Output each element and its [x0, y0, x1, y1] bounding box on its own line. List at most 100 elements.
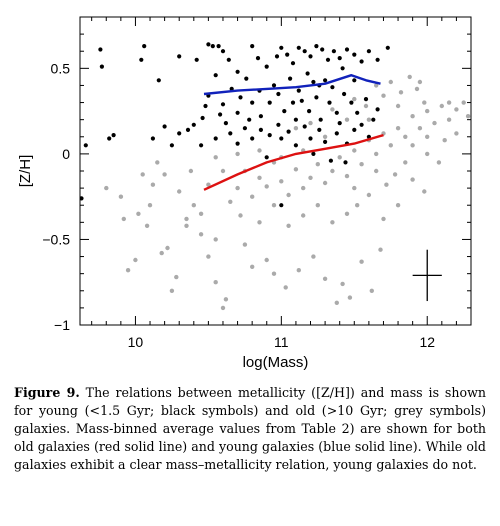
young-point: [238, 95, 243, 100]
young-point: [235, 110, 240, 115]
young-point: [296, 88, 301, 93]
old-point: [228, 199, 233, 204]
old-point: [238, 213, 243, 218]
old-point: [315, 162, 320, 167]
young-point: [296, 45, 301, 50]
young-point: [355, 110, 360, 115]
old-point: [162, 172, 167, 177]
young-point: [226, 57, 231, 62]
young-point: [271, 83, 277, 88]
y-tick-label: −1: [54, 317, 70, 333]
old-point: [198, 232, 204, 237]
young-point: [311, 79, 316, 85]
x-tick-label: 12: [419, 334, 435, 350]
young-point: [107, 136, 112, 141]
old-point: [264, 257, 269, 263]
old-point: [184, 223, 189, 228]
old-point: [118, 194, 124, 199]
old-point: [242, 242, 248, 247]
young-point: [235, 69, 240, 74]
old-point: [410, 114, 415, 119]
old-point: [344, 117, 350, 122]
old-point: [347, 295, 353, 300]
old-point: [235, 151, 240, 157]
young-point: [285, 52, 290, 57]
old-point: [257, 220, 262, 225]
young-point: [279, 136, 284, 141]
old-point: [286, 223, 291, 228]
y-tick-label: −0.5: [42, 231, 70, 247]
young-point: [366, 49, 371, 54]
old-point: [344, 173, 350, 179]
young-point: [302, 49, 307, 54]
old-point: [257, 175, 262, 180]
y-tick-label: 0.5: [51, 60, 71, 76]
old-point: [125, 268, 131, 273]
old-point: [392, 172, 398, 177]
young-point: [352, 52, 357, 57]
young-point: [213, 73, 218, 78]
young-point: [250, 100, 255, 105]
young-point: [302, 124, 307, 129]
young-point: [98, 47, 103, 52]
young-point: [223, 121, 228, 126]
old-point: [121, 216, 127, 222]
young-point: [311, 151, 316, 156]
old-point: [388, 79, 393, 85]
old-point: [315, 203, 320, 208]
young-point: [191, 122, 196, 127]
young-point: [139, 57, 144, 62]
young-point: [290, 100, 296, 105]
old-point: [104, 185, 109, 191]
young-point: [307, 109, 312, 114]
old-point: [381, 216, 386, 222]
young-point: [142, 44, 147, 49]
young-point: [342, 91, 347, 97]
old-point: [147, 203, 153, 208]
old-point: [378, 247, 383, 252]
old-point: [283, 285, 288, 290]
young-point: [337, 121, 342, 126]
young-point: [213, 136, 218, 141]
young-point: [220, 102, 226, 107]
young-point: [83, 143, 88, 148]
young-point: [318, 117, 323, 122]
y-tick-label: 0: [62, 146, 70, 162]
old-point: [155, 160, 160, 165]
young-point: [220, 49, 226, 54]
young-point: [162, 124, 167, 129]
young-point: [375, 57, 380, 62]
old-point: [422, 100, 427, 105]
old-point: [322, 180, 328, 186]
old-point: [206, 254, 211, 259]
old-point: [330, 220, 335, 225]
old-point: [442, 138, 447, 143]
young-point: [317, 127, 322, 132]
old-point: [279, 179, 284, 184]
old-point: [301, 213, 306, 218]
young-point: [375, 107, 380, 112]
young-point: [200, 115, 205, 121]
scatter-plot: 10 11 12 0.5 0 −0.5 −1 log(Mass) [Z/H]: [17, 16, 472, 371]
young-point: [210, 44, 215, 49]
young-point: [267, 133, 272, 138]
old-point: [446, 100, 452, 105]
old-point: [363, 103, 369, 109]
young-point: [359, 59, 364, 64]
young-point: [325, 57, 331, 62]
young-point: [203, 103, 208, 109]
old-point: [395, 203, 401, 208]
old-point: [286, 192, 291, 198]
young-point: [264, 155, 269, 160]
young-point: [337, 56, 342, 61]
old-point: [150, 182, 156, 187]
young-point: [343, 160, 348, 165]
young-point: [206, 42, 211, 47]
old-point: [293, 167, 299, 172]
old-point: [250, 194, 255, 199]
young-point: [99, 64, 104, 69]
young-point: [169, 143, 174, 148]
old-point: [330, 168, 335, 174]
young-point: [258, 114, 263, 119]
young-point: [359, 122, 364, 127]
